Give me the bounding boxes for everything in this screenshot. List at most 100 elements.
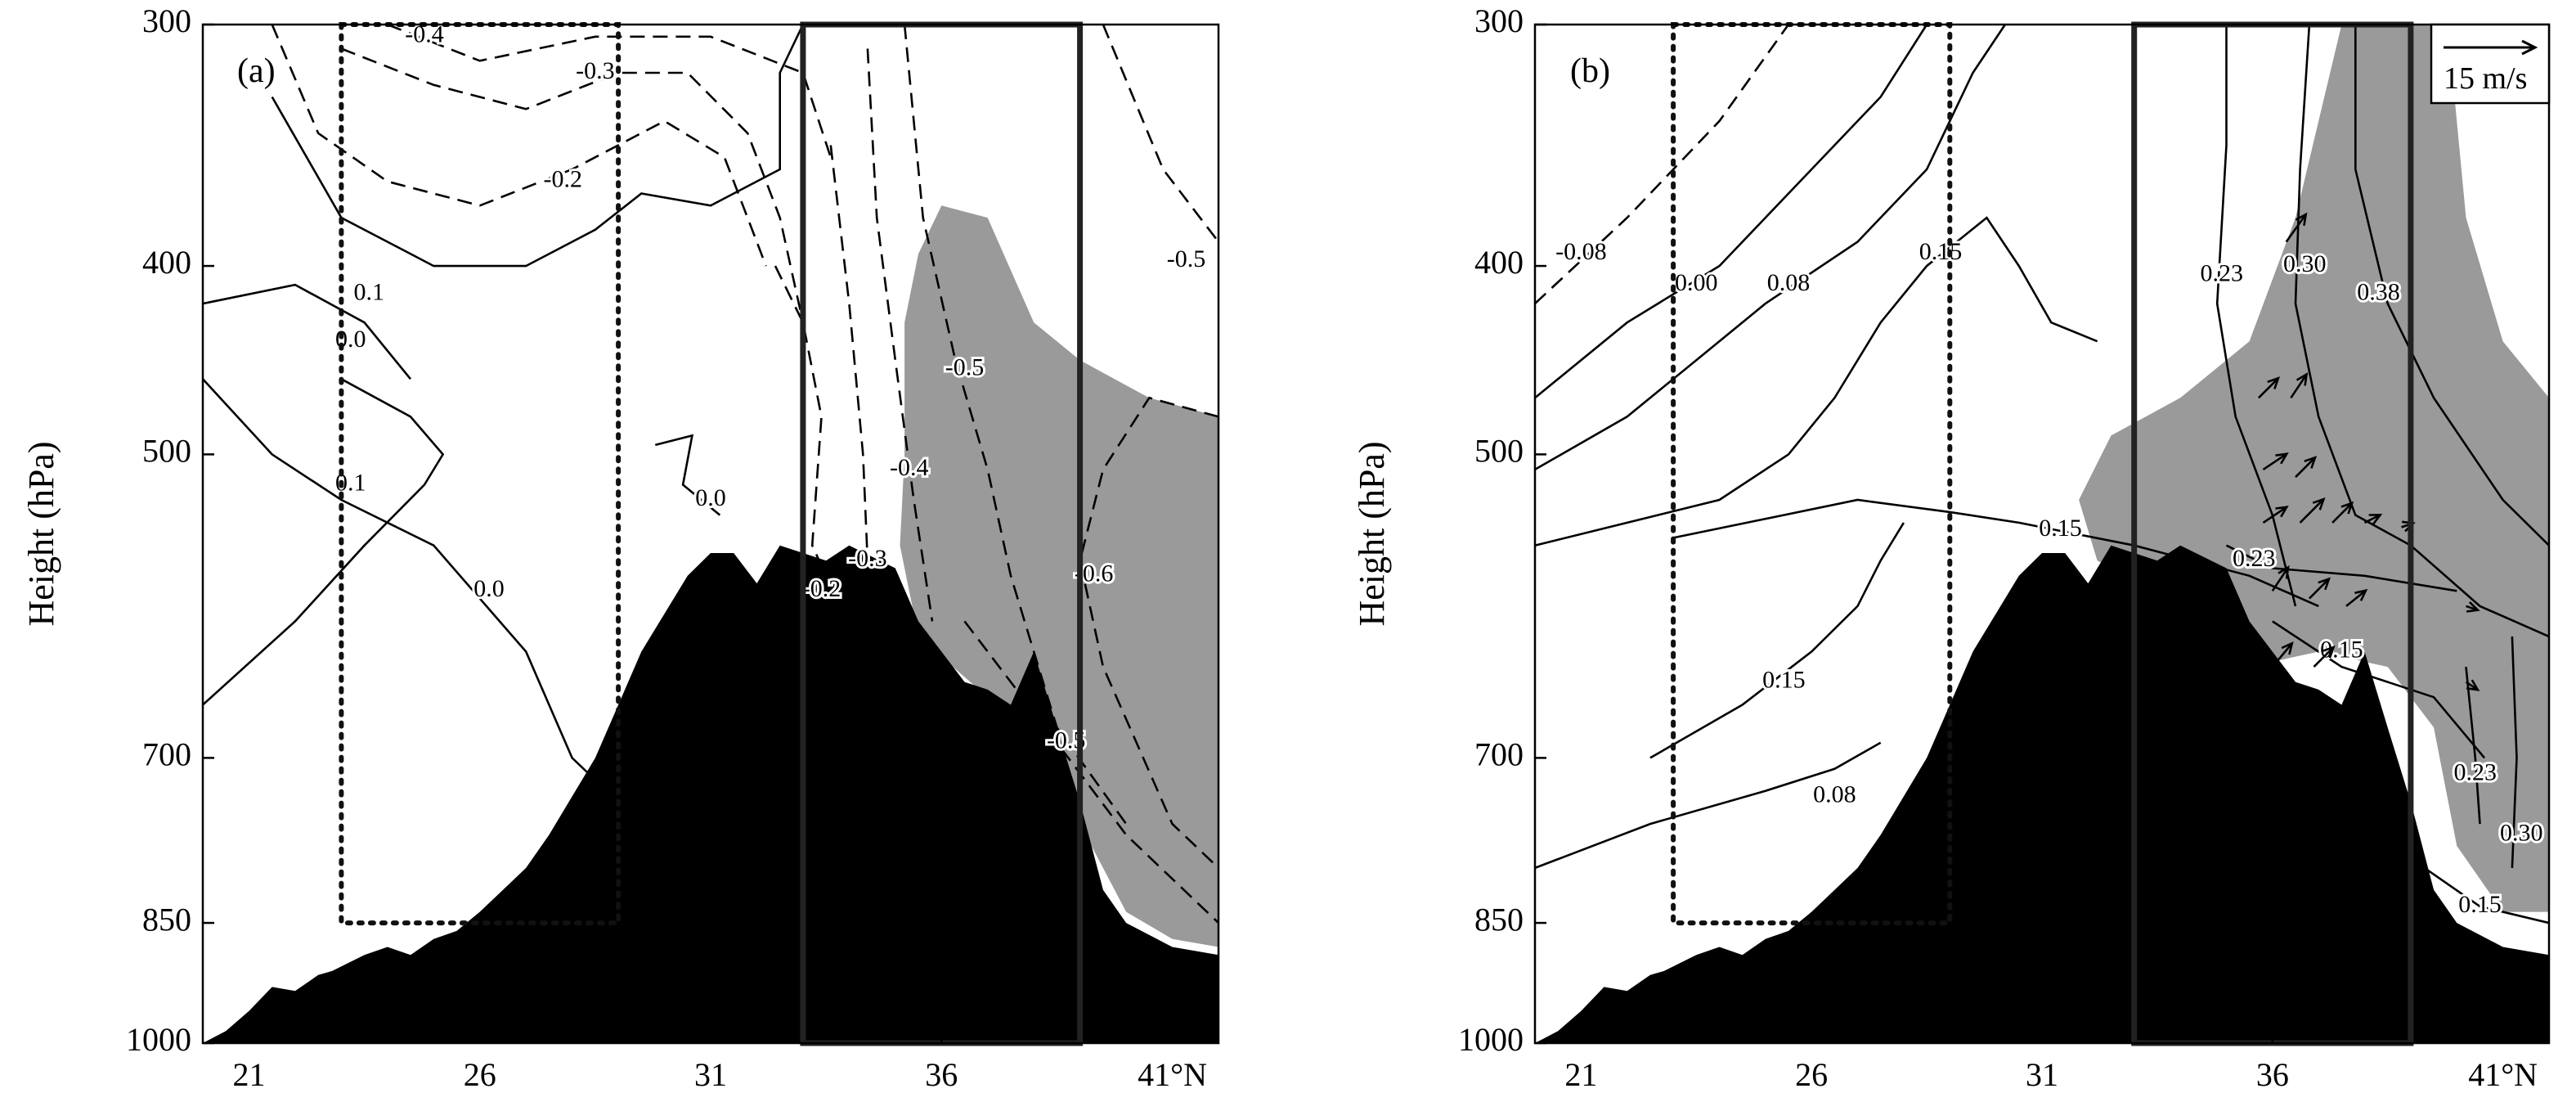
contour-line [866, 48, 934, 622]
terrain-profile [203, 545, 1218, 1043]
dotted-box [339, 22, 622, 926]
contour-line [1535, 25, 1928, 399]
contour-label: -0.5 [1167, 245, 1206, 272]
legend-box [2430, 23, 2551, 105]
x-tick-label: 26 [1795, 1056, 1828, 1093]
contour-line [829, 145, 887, 668]
x-tick-label: 41°N [2468, 1056, 2538, 1093]
contour-label: 0.30 [2283, 250, 2327, 277]
contour-line [2272, 620, 2486, 759]
contour-line [2294, 25, 2549, 638]
contour-line [2511, 636, 2518, 868]
contour-label: -0.2 [802, 575, 841, 602]
wind-vector [2276, 717, 2291, 744]
contour-line [2215, 25, 2297, 607]
contour-line [963, 620, 1218, 924]
x-tick-label: 36 [2256, 1056, 2289, 1093]
contour-line [271, 25, 805, 268]
y-tick-label: 1000 [1458, 1021, 1524, 1058]
wind-vector [2299, 497, 2326, 524]
y-axis-title: Height (hPa) [1352, 441, 1392, 626]
wind-vector [2308, 577, 2331, 600]
wind-vector [2318, 717, 2331, 744]
reference-vector-legend: 15 m/s [2430, 23, 2551, 105]
wind-vector [2271, 564, 2290, 592]
contour-line [1079, 396, 1218, 869]
x-tick-label: 36 [925, 1056, 958, 1093]
y-tick-label: 700 [1474, 736, 1524, 773]
plot-area: -0.08 0.00 0.08 0.15 0.15 0.15 0.08 0.23 0.30 0.3… [1535, 25, 2549, 1043]
wind-vector [2465, 679, 2480, 691]
dotted-box [1671, 22, 1953, 926]
panel-label: (a) [237, 52, 276, 90]
y-tick-label: 500 [1474, 433, 1524, 470]
y-tick-label: 1000 [126, 1021, 191, 1058]
y-tick-label: 850 [142, 901, 191, 938]
x-tick-label: 21 [1564, 1056, 1597, 1093]
terrain-profile [1535, 545, 2549, 1043]
wind-vector [2345, 588, 2368, 607]
wind-vector [2285, 212, 2308, 243]
contour-label: 0.23 [2201, 259, 2244, 286]
y-axis-title: Height (hPa) [21, 441, 61, 626]
contour-line [1672, 498, 2319, 608]
x-tick-label: 31 [694, 1056, 727, 1093]
wind-vector [2262, 452, 2289, 470]
wind-vector [2290, 372, 2309, 399]
contour-line [1649, 522, 1905, 759]
contour-label: 0.08 [1813, 780, 1856, 807]
contour-line [203, 283, 412, 380]
contour-label: 0.15 [2039, 515, 2082, 542]
y-tick-label: 400 [142, 244, 191, 281]
x-tick-label: 21 [232, 1056, 265, 1093]
contour-line [1535, 25, 2006, 471]
wind-vector [2257, 376, 2281, 399]
contour-line [1535, 25, 1790, 305]
contour-label: -0.4 [405, 21, 444, 48]
reference-arrow [2444, 39, 2538, 56]
y-tick-label: 300 [142, 2, 191, 39]
contour-label: -0.5 [945, 354, 985, 381]
panel-label: (b) [1570, 52, 1610, 90]
contour-label: 0.00 [1675, 269, 1718, 296]
wind-vector [2466, 600, 2480, 613]
x-tick-label: 26 [464, 1056, 496, 1093]
contour-label: 0.23 [2233, 545, 2276, 572]
panel-b: -0.08 0.00 0.08 0.15 0.15 0.15 0.08 0.23 0.30 0.3… [1352, 2, 2551, 1093]
wind-vector [2295, 456, 2318, 479]
contour-label: 0.08 [1767, 269, 1811, 296]
shaded-region [900, 205, 1218, 947]
contour-label: 0.0 [695, 484, 726, 511]
wind-vector [2262, 506, 2289, 524]
contour-label: 0.38 [2357, 278, 2400, 305]
contour-label: -0.2 [544, 166, 583, 193]
contour-line [203, 378, 445, 706]
contour-label: 0.1 [353, 278, 384, 305]
plot-area: 0.00.00.10.00.1-0.2-0.3-0.4-0.2-0.3-0.4-… [203, 21, 1218, 1043]
y-tick-label: 850 [1474, 901, 1524, 938]
contour-label: 0.15 [1762, 666, 1806, 693]
shaded-region [2079, 25, 2549, 912]
wind-vectors [2257, 212, 2480, 744]
contour-line [1102, 25, 1218, 243]
wind-vector [2313, 645, 2336, 668]
y-tick-label: 400 [1474, 244, 1524, 281]
contour-label: 0.0 [473, 575, 505, 602]
contour-label: 0.30 [2500, 819, 2543, 846]
contour-line [340, 47, 805, 323]
x-tick-label: 31 [2026, 1056, 2058, 1093]
contour-line [654, 434, 721, 516]
y-tick-label: 300 [1474, 2, 1524, 39]
contour-label: 0.0 [335, 326, 366, 353]
contour-line [2465, 666, 2481, 825]
contour-label: -0.4 [890, 454, 929, 481]
contour-label: 0.15 [2458, 891, 2502, 918]
contour-label: -0.3 [848, 545, 887, 572]
wind-vector [2271, 641, 2294, 668]
contour-label: -0.08 [1555, 238, 1607, 265]
y-tick-label: 500 [142, 433, 191, 470]
contour-line [1535, 741, 1882, 870]
contour-label: 0.15 [1919, 238, 1963, 265]
panel-a: 0.00.00.10.00.1-0.2-0.3-0.4-0.2-0.3-0.4-… [21, 2, 1220, 1093]
